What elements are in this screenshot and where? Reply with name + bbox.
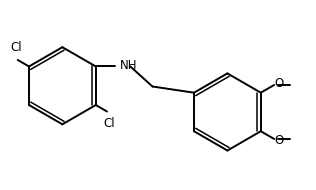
Text: O: O xyxy=(275,134,284,147)
Text: Cl: Cl xyxy=(104,117,115,130)
Text: NH: NH xyxy=(119,59,137,72)
Text: Cl: Cl xyxy=(10,41,22,55)
Text: O: O xyxy=(275,77,284,90)
